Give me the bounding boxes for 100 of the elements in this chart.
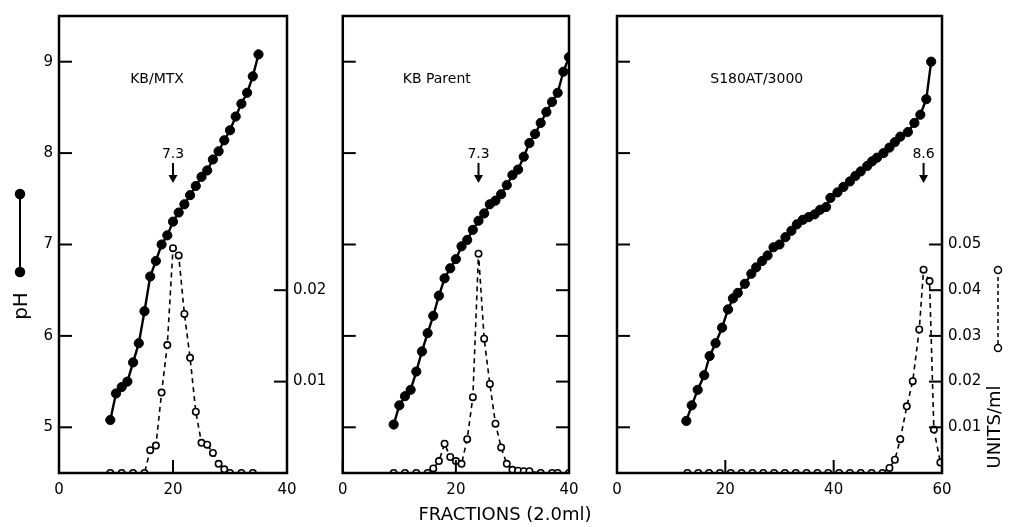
- point: [480, 334, 489, 343]
- point: [145, 271, 156, 282]
- point: [247, 71, 258, 82]
- point: [428, 310, 439, 321]
- point: [746, 268, 757, 279]
- point: [926, 56, 937, 67]
- point: [473, 215, 484, 226]
- point: [485, 379, 494, 388]
- point: [128, 357, 139, 368]
- annotation: 8.6: [912, 145, 935, 161]
- point: [915, 325, 924, 334]
- point: [429, 464, 438, 473]
- x-tick-label: 0: [612, 479, 622, 498]
- y2-tick-label: 0.05: [948, 234, 982, 253]
- point: [405, 384, 416, 395]
- point: [552, 87, 563, 98]
- point: [909, 117, 920, 129]
- point: [871, 152, 883, 163]
- x-tick-label: 20: [163, 479, 183, 498]
- point: [722, 304, 734, 315]
- point: [174, 251, 183, 260]
- point: [513, 164, 524, 175]
- point: [416, 346, 428, 357]
- point: [224, 125, 236, 136]
- point: [915, 109, 926, 120]
- point: [162, 230, 173, 241]
- point: [686, 400, 697, 411]
- point: [388, 419, 399, 430]
- point: [110, 388, 122, 399]
- point: [699, 370, 710, 381]
- point: [535, 117, 546, 129]
- point: [885, 463, 894, 472]
- point: [502, 459, 511, 468]
- point: [179, 199, 190, 210]
- x-tick-label: 0: [338, 479, 348, 498]
- point: [439, 273, 450, 284]
- point: [191, 407, 200, 416]
- point: [253, 49, 264, 60]
- point: [236, 98, 247, 109]
- point: [825, 192, 836, 203]
- text: S180AT/3000: [710, 70, 804, 86]
- point: [207, 154, 218, 165]
- y2-tick-label: 0.01: [948, 417, 982, 436]
- point: [468, 393, 477, 402]
- point: [704, 350, 715, 362]
- point: [501, 179, 512, 191]
- point: [925, 277, 934, 286]
- y2-tick-label: 0.03: [948, 325, 982, 344]
- y-tick-label: 9: [43, 51, 53, 70]
- point: [139, 306, 150, 317]
- point: [230, 111, 241, 122]
- point: [546, 96, 558, 108]
- point: [716, 322, 728, 333]
- point: [146, 446, 155, 455]
- point: [518, 151, 529, 162]
- point: [832, 187, 843, 198]
- point: [457, 459, 466, 468]
- y2-axis-title: UNITS/ml: [982, 385, 1004, 469]
- point: [524, 137, 535, 149]
- point: [490, 195, 501, 206]
- y2-tick-label: 0.01: [293, 371, 327, 390]
- x-axis-title: FRACTIONS (2.0ml): [418, 503, 592, 524]
- text: KB/MTX: [130, 70, 184, 86]
- point: [208, 448, 217, 457]
- point: [895, 131, 906, 142]
- point: [150, 255, 161, 267]
- point: [105, 414, 116, 426]
- point: [774, 239, 785, 250]
- point: [151, 441, 160, 450]
- point: [180, 309, 189, 318]
- point: [220, 465, 229, 473]
- point: [446, 453, 455, 462]
- point: [186, 353, 195, 362]
- y2-tick-label: 0.02: [293, 280, 327, 299]
- annotation: 7.3: [467, 145, 490, 161]
- x-tick-label: 40: [277, 479, 297, 498]
- point: [681, 415, 692, 426]
- point: [463, 435, 472, 444]
- point: [156, 239, 167, 250]
- point: [399, 391, 411, 402]
- point: [185, 190, 196, 201]
- y-tick-label: 6: [43, 325, 53, 344]
- point: [497, 443, 506, 452]
- point: [751, 262, 762, 273]
- point: [896, 435, 905, 444]
- point: [422, 328, 433, 339]
- point: [762, 250, 773, 261]
- point: [214, 459, 223, 468]
- y-tick-label: 8: [43, 142, 53, 161]
- text: KB Parent: [402, 70, 471, 86]
- annotation: 7.3: [161, 145, 185, 161]
- point: [479, 208, 490, 219]
- point: [213, 146, 224, 157]
- point: [739, 278, 750, 289]
- point: [167, 216, 179, 227]
- point: [122, 376, 133, 387]
- point: [496, 189, 507, 200]
- point: [529, 128, 541, 140]
- point: [450, 254, 461, 265]
- point: [902, 126, 913, 138]
